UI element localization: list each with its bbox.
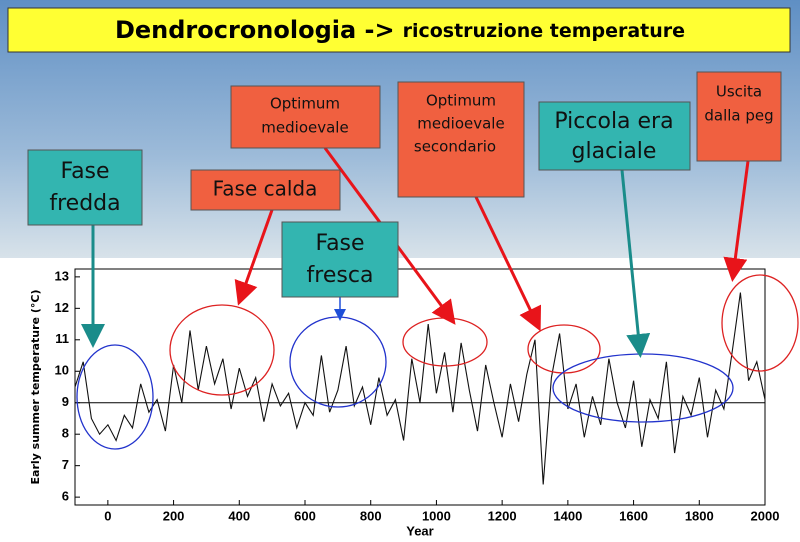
annotation-text: secondario (414, 138, 496, 156)
annotation-box (696, 71, 782, 162)
x-tick-label: 1200 (488, 508, 517, 523)
annotation-box (27, 149, 143, 226)
annotation-text: Optimum (426, 92, 496, 110)
plot: 6 7 8 9 10 11 12 13 0 200 400 600 800 1000 1200 1400 160… (29, 268, 779, 538)
ellipse (76, 344, 154, 450)
x-tick-label: 2000 (751, 508, 780, 523)
ellipse (721, 274, 799, 372)
x-axis-label: Year (406, 523, 433, 538)
y-tick-label: 12 (55, 300, 69, 315)
annotation-box (397, 81, 525, 198)
title: Dendrocronologia -> ricostruzione tempera… (115, 16, 685, 44)
annotation-text: fredda (49, 191, 120, 216)
annotation-box (190, 169, 341, 211)
x-tick-label: 800 (360, 508, 382, 523)
annotation-text: Fase calda (213, 177, 318, 201)
annotation-text: glaciale (572, 139, 657, 164)
arrow (620, 169, 651, 358)
annotation-text: Optimum (270, 95, 340, 113)
y-tick-label: 9 (62, 394, 69, 409)
y-tick-label: 13 (55, 268, 69, 283)
arrow (474, 196, 542, 332)
annotation-text: Uscita (716, 83, 762, 101)
x-tick-label: 1400 (553, 508, 582, 523)
x-tick-label: 600 (294, 508, 316, 523)
annotations (27, 71, 782, 298)
arrow (234, 209, 274, 306)
x-tick-label: 1600 (619, 508, 648, 523)
x-tick-label: 0 (104, 508, 111, 523)
x-tick-label: 1000 (422, 508, 451, 523)
x-tick-label: 200 (163, 508, 185, 523)
annotation-box (230, 85, 381, 149)
y-axis-label: Early summer temperature (°C) (29, 290, 42, 485)
y-tick-label: 6 (62, 489, 69, 504)
annotation-box (281, 221, 399, 298)
title-box (7, 7, 791, 53)
annotation-texts: Fase fredda Fase calda Optimum medioeval… (49, 83, 773, 289)
annotation-box (538, 101, 691, 171)
title-main: Dendrocronologia -> (115, 16, 395, 44)
y-tick-label: 11 (55, 331, 69, 346)
temperature-line (74, 292, 766, 485)
ellipse (527, 324, 601, 374)
annotation-text: fresca (307, 263, 374, 288)
annotation-text: medioevale (261, 119, 348, 137)
x-tick-label: 1800 (685, 508, 714, 523)
x-tick-label: 400 (228, 508, 250, 523)
y-tick-label: 8 (62, 426, 69, 441)
annotation-text: Fase (60, 159, 109, 184)
title-sub: ricostruzione temperature (403, 20, 685, 42)
y-tick-label: 10 (55, 363, 69, 378)
annotation-text: Fase (315, 231, 364, 256)
ellipse (169, 304, 275, 396)
annotation-text: medioevale (417, 115, 504, 133)
arrow (723, 160, 750, 282)
chart-background (0, 258, 800, 542)
y-tick-label: 7 (62, 457, 69, 472)
annotation-text: Piccola era (554, 109, 673, 134)
annotation-text: dalla peg (704, 107, 773, 125)
